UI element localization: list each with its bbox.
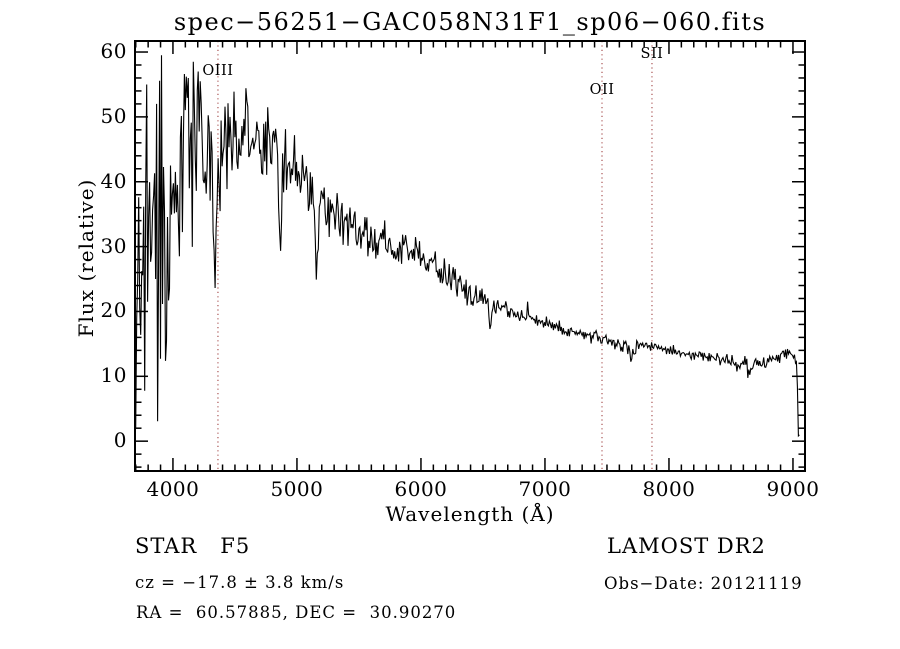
- line-label-oiii: OIII: [202, 63, 234, 79]
- plot-title: spec−56251−GAC058N31F1_sp06−060.fits: [173, 8, 767, 36]
- y-tick-label-0: 0: [113, 428, 127, 453]
- x-tick-label-4000: 4000: [146, 477, 200, 501]
- x-tick-label-6000: 6000: [394, 477, 448, 501]
- x-tick-label-7000: 7000: [518, 477, 572, 501]
- obs-date-annotation: Obs−Date: 20121119: [604, 574, 803, 593]
- y-tick-label-10: 10: [100, 363, 127, 388]
- x-axis-label: Wavelength (Å): [385, 502, 555, 526]
- y-tick-label-30: 30: [100, 233, 127, 258]
- y-tick-label-60: 60: [100, 39, 127, 64]
- y-tick-label-50: 50: [100, 103, 127, 128]
- survey-annotation: LAMOST DR2: [607, 534, 766, 558]
- ra-dec-annotation: RA = 60.57885, DEC = 30.90270: [136, 603, 457, 622]
- line-label-sii: SII: [640, 46, 664, 62]
- y-tick-label-40: 40: [100, 168, 127, 193]
- line-label-oii: OII: [589, 82, 615, 98]
- spectrum-trace: [135, 55, 800, 438]
- object-class-annotation: STAR F5: [135, 534, 251, 558]
- radial-velocity-annotation: cz = −17.8 ± 3.8 km/s: [135, 573, 345, 592]
- y-tick-label-20: 20: [100, 298, 127, 323]
- x-tick-label-5000: 5000: [270, 477, 324, 501]
- plot-frame: [134, 40, 806, 472]
- x-tick-label-8000: 8000: [642, 477, 696, 501]
- x-tick-label-9000: 9000: [766, 477, 820, 501]
